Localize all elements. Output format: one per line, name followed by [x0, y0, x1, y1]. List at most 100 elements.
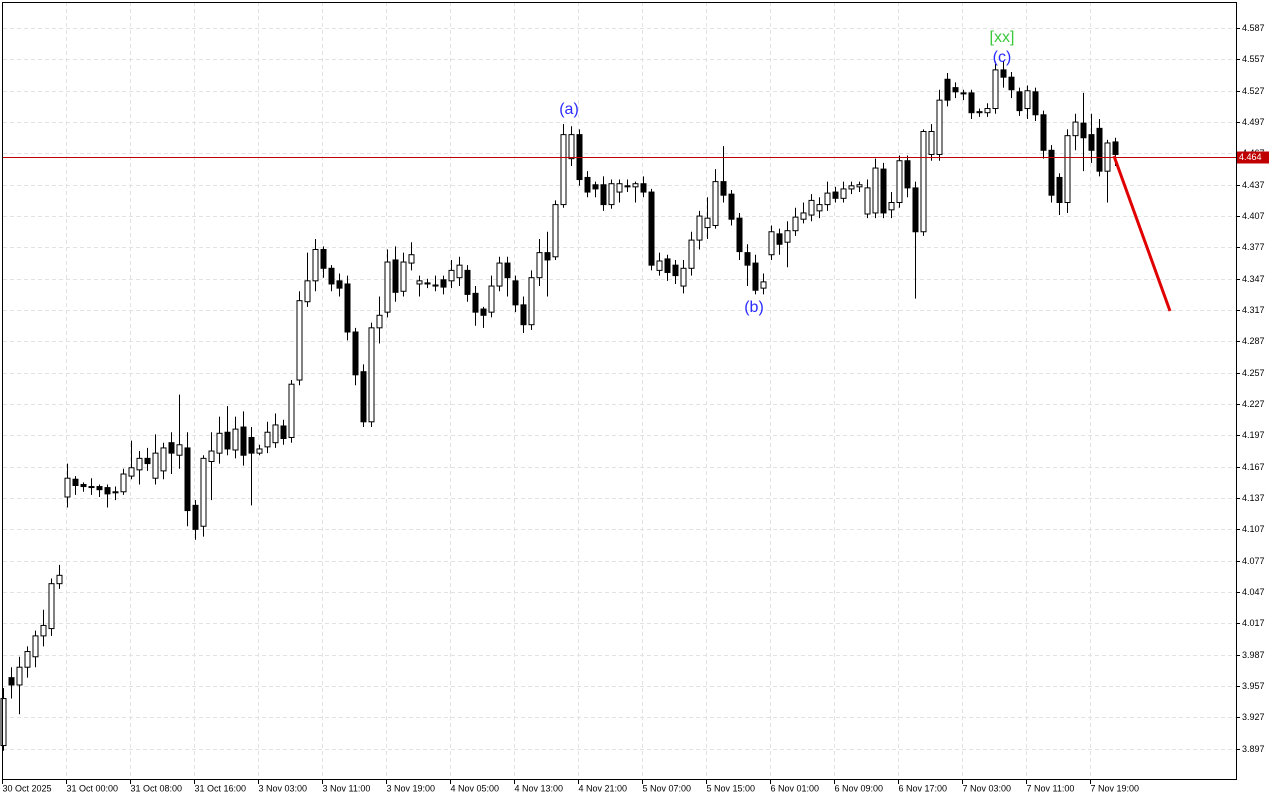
candle-body	[792, 216, 799, 232]
y-tick-label: 4.047	[1242, 587, 1265, 597]
wave-label: (a)	[559, 101, 579, 118]
candle-body	[264, 431, 271, 448]
candle-body	[224, 431, 231, 450]
candle-body	[744, 252, 751, 266]
candle-body	[960, 92, 967, 95]
candle-body	[344, 283, 351, 333]
candle-body	[408, 254, 415, 264]
candle-body	[40, 624, 47, 637]
candle-body	[672, 264, 679, 277]
candle-body	[592, 184, 599, 190]
candle-body	[56, 574, 63, 585]
candle-body	[80, 483, 87, 488]
y-tick-label: 4.587	[1242, 23, 1265, 33]
price-label-box	[1237, 151, 1269, 164]
y-tick-label: 4.437	[1242, 180, 1265, 190]
candle-body	[192, 504, 199, 530]
candle-body	[1048, 149, 1055, 196]
candle-body	[424, 282, 431, 285]
candle-body	[312, 248, 319, 282]
candle-body	[984, 108, 991, 114]
candle-body	[256, 448, 263, 454]
candle-body	[1088, 134, 1095, 151]
candle-body	[32, 635, 39, 658]
candle-body	[952, 87, 959, 93]
candle-body	[976, 111, 983, 114]
candle-body	[320, 248, 327, 269]
candle-body	[864, 187, 871, 215]
candle-body	[440, 279, 447, 288]
candle-body	[64, 477, 71, 498]
x-tick-label: 31 Oct 00:00	[67, 783, 119, 793]
candle-body	[632, 183, 639, 188]
y-tick-label: 4.557	[1242, 54, 1265, 64]
y-tick-label: 4.317	[1242, 305, 1265, 315]
wave-label: (c)	[993, 49, 1012, 66]
candle-body	[680, 267, 687, 287]
x-tick-label: 5 Nov 15:00	[707, 783, 756, 793]
forecast-arrow	[1112, 155, 1172, 312]
candle-body	[336, 280, 343, 289]
candle-body	[776, 233, 783, 245]
candle-body	[400, 261, 407, 292]
candle-body	[928, 130, 935, 155]
candle-body	[664, 258, 671, 273]
x-tick-label: 4 Nov 13:00	[515, 783, 564, 793]
candle-body	[1112, 141, 1119, 155]
y-tick-label: 4.077	[1242, 556, 1265, 566]
candle-body	[24, 651, 31, 668]
x-tick-label: 30 Oct 2025	[3, 783, 52, 793]
candle-body	[8, 677, 15, 686]
candle-body	[160, 447, 167, 472]
candle-body	[704, 217, 711, 229]
candle-body	[240, 426, 247, 456]
candle-body	[384, 261, 391, 313]
candle-body	[752, 262, 759, 291]
candle-body	[512, 280, 519, 306]
candle-body	[120, 473, 127, 493]
x-tick-label: 31 Oct 08:00	[131, 783, 183, 793]
y-tick-label: 4.167	[1242, 462, 1265, 472]
x-tick-label: 7 Nov 03:00	[963, 783, 1012, 793]
y-tick-label: 3.987	[1242, 650, 1265, 660]
y-tick-label: 4.287	[1242, 336, 1265, 346]
candle-body	[448, 269, 455, 282]
candle-body	[328, 267, 335, 285]
candle-body	[1056, 176, 1063, 204]
y-tick-label: 4.497	[1242, 117, 1265, 127]
y-tick-label: 3.897	[1242, 744, 1265, 754]
candle-body	[136, 457, 143, 471]
candle-body	[920, 130, 927, 233]
candle-body	[584, 176, 591, 193]
candle-body	[304, 280, 311, 303]
candle-body	[296, 300, 303, 381]
candle-body	[1016, 91, 1023, 112]
candle-body	[496, 262, 503, 287]
wave-label: [xx]	[990, 29, 1015, 46]
candle-body	[816, 204, 823, 212]
candle-body	[808, 199, 815, 216]
candle-body	[1072, 121, 1079, 137]
candle-body	[912, 187, 919, 233]
candle-body	[608, 183, 615, 206]
candle-body	[16, 666, 23, 686]
candle-body	[272, 424, 279, 444]
candle-body	[840, 188, 847, 199]
candle-body	[616, 183, 623, 193]
candle-body	[96, 486, 103, 491]
candle-body	[648, 191, 655, 266]
candles	[0, 61, 1236, 751]
y-tick-label: 4.347	[1242, 274, 1265, 284]
candle-body	[800, 212, 807, 220]
candle-body	[544, 252, 551, 261]
candle-body	[528, 277, 535, 326]
candle-body	[216, 432, 223, 454]
x-tick-label: 3 Nov 19:00	[387, 783, 436, 793]
candle-body	[944, 78, 951, 101]
candle-body	[248, 436, 255, 454]
x-tick-label: 4 Nov 05:00	[451, 783, 500, 793]
candle-body	[104, 487, 111, 495]
y-tick-label: 4.137	[1242, 493, 1265, 503]
price-label: 4.464	[1239, 152, 1262, 162]
candle-body	[848, 185, 855, 190]
